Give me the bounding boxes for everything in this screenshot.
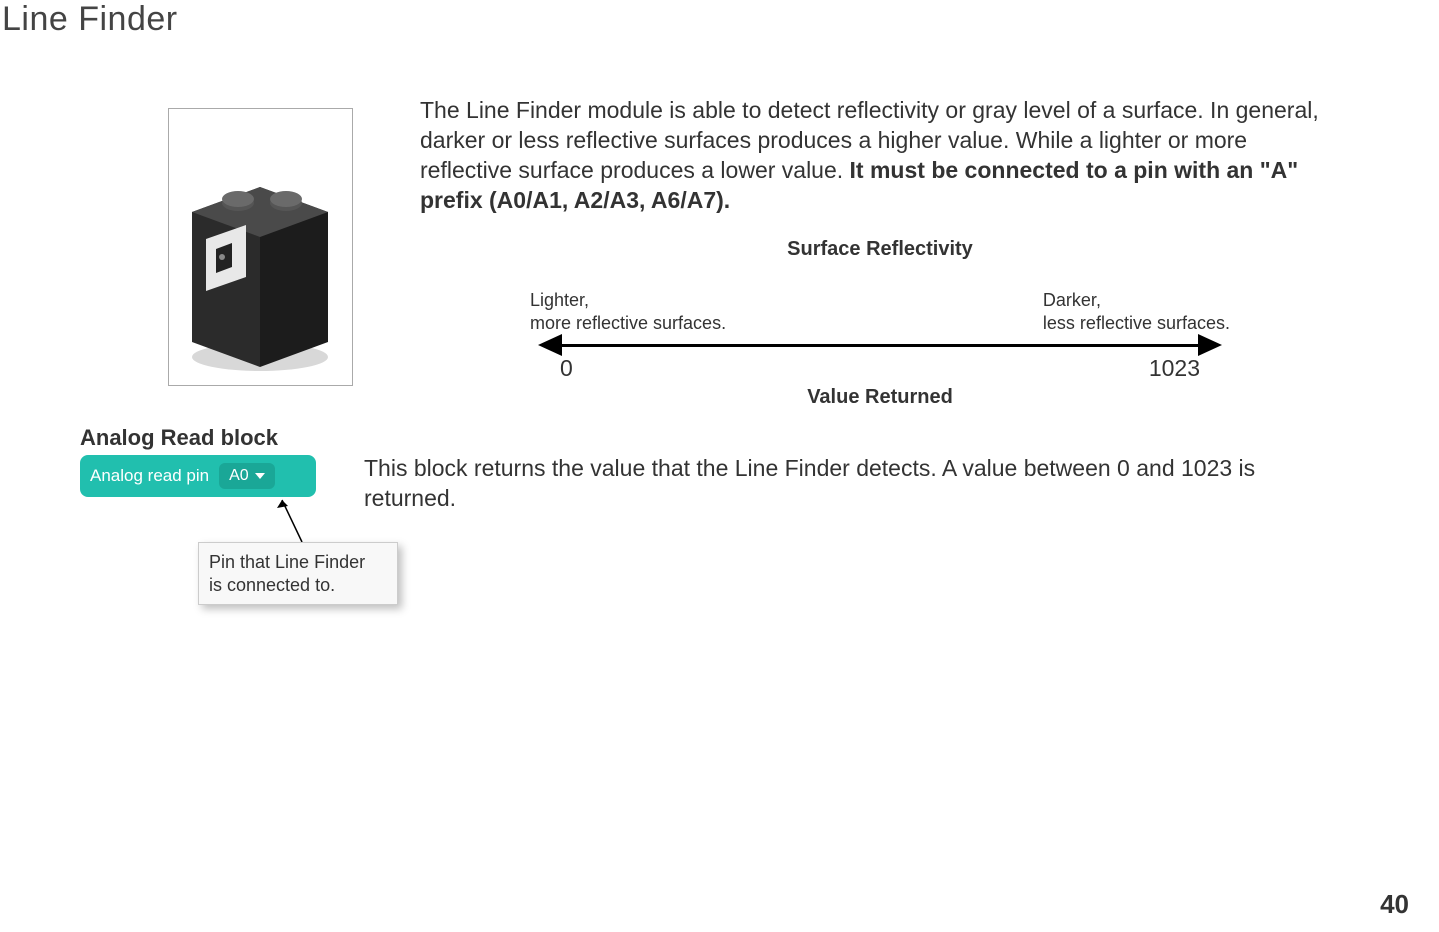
right-label-line2: less reflective surfaces. <box>1043 313 1230 333</box>
pin-dropdown[interactable]: A0 <box>219 463 275 489</box>
line-finder-module-image <box>168 108 353 386</box>
module-svg <box>178 117 343 377</box>
arrow-line <box>560 344 1200 347</box>
diagram-title: Surface Reflectivity <box>500 238 1260 261</box>
right-label-line1: Darker, <box>1043 290 1101 310</box>
section-heading: Analog Read block <box>80 425 278 451</box>
arrow-head-left-icon <box>538 334 562 356</box>
callout-line2: is connected to. <box>209 575 335 595</box>
max-value: 1023 <box>1149 355 1200 382</box>
value-returned-label: Value Returned <box>500 386 1260 409</box>
page-title: Line Finder <box>2 0 178 39</box>
intro-paragraph: The Line Finder module is able to detect… <box>420 96 1340 216</box>
callout-arrow-icon <box>272 494 312 546</box>
diagram-end-labels: Lighter, more reflective surfaces. Darke… <box>530 289 1230 334</box>
left-end-label: Lighter, more reflective surfaces. <box>530 289 726 334</box>
arrow-value-labels: 0 1023 <box>560 355 1200 382</box>
pin-value: A0 <box>229 467 249 485</box>
reflectivity-diagram: Surface Reflectivity Lighter, more refle… <box>500 238 1260 409</box>
pin-callout: Pin that Line Finder is connected to. <box>198 542 398 605</box>
block-label: Analog read pin <box>90 466 209 486</box>
right-end-label: Darker, less reflective surfaces. <box>1043 289 1230 334</box>
arrow-head-right-icon <box>1198 334 1222 356</box>
block-description: This block returns the value that the Li… <box>364 454 1334 514</box>
double-arrow <box>540 344 1220 347</box>
page-number: 40 <box>1380 889 1409 920</box>
left-label-line2: more reflective surfaces. <box>530 313 726 333</box>
min-value: 0 <box>560 355 573 382</box>
chevron-down-icon <box>255 473 265 479</box>
callout-line1: Pin that Line Finder <box>209 552 365 572</box>
left-label-line1: Lighter, <box>530 290 589 310</box>
analog-read-block[interactable]: Analog read pin A0 <box>80 455 316 497</box>
